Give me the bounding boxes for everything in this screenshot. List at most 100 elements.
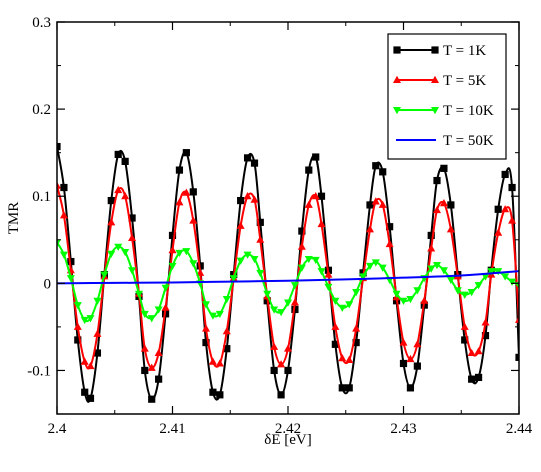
- data-point: [189, 188, 197, 196]
- data-point: [501, 170, 509, 179]
- x-tick-label: 2.44: [506, 421, 533, 437]
- data-point: [385, 239, 394, 248]
- data-point: [114, 243, 123, 251]
- data-point: [182, 248, 191, 256]
- data-point: [399, 359, 408, 368]
- data-point: [345, 384, 353, 392]
- data-point: [277, 309, 286, 317]
- legend-marker: [393, 46, 401, 54]
- data-point: [508, 216, 517, 224]
- x-axis-label: δE [eV]: [264, 432, 311, 448]
- data-point: [392, 290, 401, 298]
- data-point: [494, 205, 502, 213]
- data-point: [140, 344, 149, 352]
- data-point: [114, 150, 122, 159]
- x-tick-label: 2.4: [48, 421, 67, 437]
- data-point: [107, 196, 115, 205]
- data-point: [209, 388, 217, 396]
- data-point: [107, 218, 116, 226]
- data-point: [317, 219, 326, 228]
- data-point: [446, 276, 455, 285]
- data-point: [59, 211, 68, 219]
- data-point: [460, 322, 469, 330]
- legend-box: [387, 33, 507, 160]
- data-point: [216, 391, 224, 399]
- data-point: [155, 375, 163, 383]
- data-point: [284, 299, 292, 307]
- y-axis-label: TMR: [6, 202, 22, 235]
- data-point: [121, 157, 129, 165]
- data-point: [80, 316, 89, 325]
- data-point: [420, 296, 429, 304]
- data-point: [432, 262, 441, 270]
- data-point: [114, 185, 123, 194]
- data-point: [366, 262, 375, 271]
- data-point: [474, 347, 483, 355]
- data-point: [168, 246, 177, 254]
- data-point: [304, 255, 313, 264]
- data-point: [467, 348, 476, 357]
- data-point: [406, 296, 415, 304]
- data-point: [147, 363, 156, 371]
- data-point: [86, 315, 95, 323]
- data-point: [237, 196, 245, 205]
- data-point: [201, 301, 210, 309]
- data-point: [140, 310, 149, 319]
- data-point: [427, 244, 436, 252]
- data-point: [201, 324, 210, 332]
- data-point: [290, 282, 299, 290]
- y-tick-label: -0.1: [27, 363, 51, 379]
- data-point: [366, 225, 375, 233]
- data-point: [378, 264, 387, 272]
- series-t-50k: [57, 270, 519, 285]
- data-point: [494, 268, 503, 276]
- data-point: [413, 340, 422, 348]
- data-point: [128, 233, 137, 242]
- data-point: [256, 235, 265, 243]
- data-point: [338, 384, 346, 392]
- data-point: [331, 340, 339, 348]
- data-point: [460, 291, 469, 299]
- data-point: [474, 373, 483, 382]
- data-point: [284, 366, 292, 375]
- data-point: [121, 192, 130, 200]
- data-point: [453, 287, 462, 295]
- data-point: [93, 349, 102, 357]
- data-point: [141, 366, 149, 375]
- data-point: [474, 282, 483, 290]
- data-point: [243, 251, 252, 259]
- data-point: [467, 289, 476, 297]
- data-point: [311, 192, 320, 200]
- data-point: [236, 257, 245, 265]
- data-point: [447, 201, 455, 209]
- data-point: [440, 164, 448, 172]
- data-point: [270, 366, 278, 375]
- data-point: [256, 269, 265, 278]
- data-point: [413, 287, 422, 295]
- legend-label: T = 5K: [443, 73, 486, 89]
- data-point: [371, 259, 380, 267]
- data-point: [324, 270, 333, 278]
- data-point: [182, 149, 190, 157]
- data-point: [189, 216, 198, 224]
- y-tick-label: 0: [44, 276, 52, 292]
- data-point: [100, 271, 109, 279]
- data-point: [386, 223, 394, 231]
- data-point: [297, 264, 306, 272]
- data-point: [243, 154, 252, 162]
- data-point: [461, 336, 469, 344]
- data-point: [161, 284, 170, 292]
- data-point: [515, 315, 519, 323]
- data-point: [352, 289, 361, 297]
- data-point: [446, 225, 455, 233]
- data-point: [433, 176, 441, 185]
- data-point: [284, 344, 292, 352]
- data-point: [305, 166, 313, 174]
- data-point: [175, 249, 184, 258]
- data-point: [427, 231, 435, 240]
- data-point: [277, 360, 286, 368]
- data-point: [439, 267, 448, 275]
- data-point: [189, 260, 198, 268]
- data-point: [223, 345, 231, 353]
- data-point: [175, 198, 184, 206]
